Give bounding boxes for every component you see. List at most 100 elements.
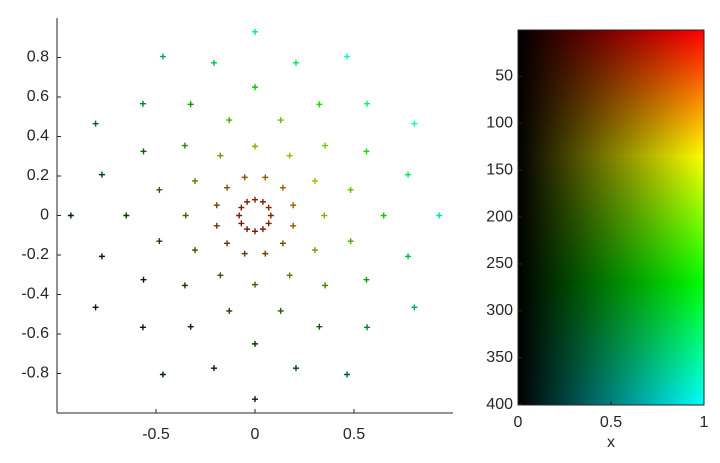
scatter-point (292, 365, 299, 372)
scatter-point (252, 340, 258, 347)
scatter-point (259, 226, 266, 233)
scatter-point (262, 250, 269, 257)
x-tick-label: -0.5 (142, 426, 170, 443)
scatter-point (363, 276, 370, 283)
scatter-point (322, 282, 329, 289)
scatter-point (411, 304, 418, 311)
scatter-point (140, 276, 147, 283)
scatter-point (213, 202, 220, 209)
scatter-point (286, 272, 293, 279)
scatter-point (224, 240, 231, 247)
scatter-point (217, 152, 224, 159)
scatter-point (182, 212, 189, 219)
scatter-point (156, 238, 163, 245)
scatter-point (192, 247, 199, 254)
scatter-point (311, 247, 318, 254)
scatter-point (265, 204, 272, 211)
scatter-point (211, 365, 218, 372)
scatter-point (123, 212, 130, 219)
scatter-point (322, 142, 329, 149)
scatter-point (181, 142, 188, 149)
scatter-point (252, 28, 258, 35)
y-tick-label: 0.8 (27, 49, 49, 66)
y-tick-label: 200 (486, 208, 513, 225)
scatter-point (405, 253, 412, 260)
scatter-point (363, 148, 370, 155)
x-tick-label: 0.5 (343, 426, 365, 443)
scatter-point (265, 220, 272, 227)
scatter-point (187, 323, 194, 330)
colormap-shade (518, 30, 704, 405)
scatter-point (159, 371, 166, 378)
scatter-point (226, 117, 233, 124)
scatter-point (139, 324, 146, 331)
y-tick-label: -0.6 (21, 325, 49, 342)
scatter-point (241, 250, 248, 257)
y-tick-label: 400 (486, 396, 513, 413)
scatter-point (405, 171, 412, 178)
x-tick-label: 1 (700, 414, 709, 431)
scatter-point (241, 174, 248, 181)
scatter-point (236, 212, 243, 219)
scatter-point (252, 196, 258, 203)
scatter-point (347, 238, 354, 245)
scatter-point (364, 324, 371, 331)
scatter-point (211, 59, 218, 66)
scatter-point (98, 253, 105, 260)
y-tick-label: 0.2 (27, 167, 49, 184)
scatter-point (380, 212, 387, 219)
y-tick-label: 150 (486, 161, 513, 178)
scatter-point (364, 100, 371, 107)
scatter-point (181, 282, 188, 289)
scatter-point (244, 226, 251, 233)
scatter-point (436, 212, 443, 219)
scatter-point (139, 100, 146, 107)
scatter-point (159, 53, 166, 60)
y-tick-label: -0.8 (21, 365, 49, 382)
y-tick-label: 350 (486, 349, 513, 366)
scatter-point (316, 101, 323, 108)
scatter-point (347, 186, 354, 193)
scatter-point (238, 204, 245, 211)
scatter-point (344, 53, 351, 60)
scatter-point (67, 212, 74, 219)
scatter-point (277, 117, 284, 124)
scatter-point (238, 220, 245, 227)
scatter-point (292, 59, 299, 66)
y-tick-label: 50 (495, 68, 513, 85)
scatter-point (92, 304, 99, 311)
scatter-point (244, 198, 251, 205)
y-tick-label: 250 (486, 255, 513, 272)
scatter-point (279, 184, 286, 191)
x-axis-label: x (607, 434, 615, 451)
y-tick-label: 0.4 (27, 128, 49, 145)
scatter-point (98, 171, 105, 178)
scatter-point (252, 281, 258, 288)
scatter-point (92, 120, 99, 127)
scatter-point (192, 177, 199, 184)
scatter-point (290, 222, 297, 229)
scatter-point (187, 101, 194, 108)
scatter-point (316, 323, 323, 330)
scatter-point (226, 307, 233, 314)
scatter-point (277, 307, 284, 314)
scatter-point (217, 272, 224, 279)
scatter-point (156, 186, 163, 193)
scatter-point (252, 228, 258, 235)
scatter-point (344, 371, 351, 378)
scatter-point (279, 240, 286, 247)
scatter-point (411, 120, 418, 127)
y-tick-label: 0 (40, 207, 49, 224)
y-tick-label: 100 (486, 115, 513, 132)
scatter-point (252, 396, 258, 403)
x-tick-label: 0 (251, 426, 260, 443)
x-tick-label: 0.5 (600, 414, 622, 431)
scatter-point (286, 152, 293, 159)
scatter-point (259, 198, 266, 205)
scatter-point (262, 174, 269, 181)
scatter-point (252, 143, 258, 150)
x-tick-label: 0 (514, 414, 523, 431)
y-tick-label: 300 (486, 302, 513, 319)
scatter-point (311, 177, 318, 184)
